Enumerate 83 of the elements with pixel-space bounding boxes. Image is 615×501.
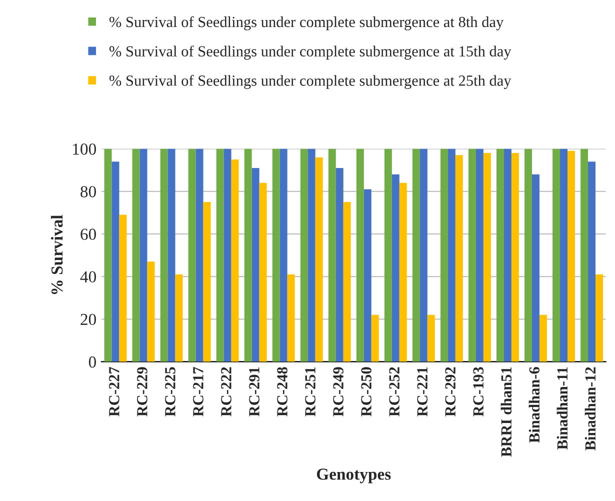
bar — [160, 148, 168, 362]
x-tick-label: Binadhan-11 — [556, 367, 568, 450]
x-tick-label: RC-193 — [473, 367, 484, 416]
y-tick-label: 40 — [80, 271, 96, 282]
bar — [343, 202, 351, 362]
bar — [392, 174, 400, 362]
bar — [567, 150, 575, 362]
bar — [300, 148, 308, 362]
bar — [112, 162, 120, 362]
bar — [476, 148, 484, 362]
bar — [399, 182, 407, 362]
bar — [244, 148, 252, 362]
bar — [455, 155, 463, 362]
bar — [552, 148, 560, 362]
bar — [560, 148, 568, 362]
y-tick-label: 60 — [80, 228, 96, 240]
x-tick-label: RC-251 — [305, 367, 316, 416]
x-tick-label: RC-292 — [445, 367, 456, 416]
bar — [371, 314, 379, 362]
bar — [328, 148, 336, 362]
bar — [468, 148, 476, 362]
bar — [364, 189, 372, 362]
y-tick-label: 80 — [80, 186, 96, 198]
bar — [280, 148, 288, 362]
bar — [259, 182, 267, 362]
legend-label: % Survival of Seedlings under complete submergence at 15th day — [109, 46, 512, 60]
y-tick-label: 100 — [73, 143, 96, 155]
bar — [203, 202, 211, 362]
x-tick-label: RC-227 — [109, 366, 120, 416]
x-tick-label: RC-217 — [193, 366, 204, 416]
y-axis-title: % Survival — [50, 215, 63, 294]
bar — [427, 314, 435, 362]
bar — [504, 148, 512, 362]
x-tick-label: RC-222 — [221, 367, 232, 416]
bar — [384, 148, 392, 362]
bar — [147, 262, 155, 362]
bar — [308, 148, 316, 362]
x-tick-label: RC-225 — [165, 367, 176, 416]
bar — [315, 157, 323, 362]
legend-label: % Survival of Seedlings under complete submergence at 8th day — [109, 16, 504, 30]
bar — [140, 148, 148, 362]
legend-label: % Survival of Seedlings under complete submergence at 25th day — [109, 74, 512, 89]
bar — [524, 148, 532, 362]
bar — [175, 274, 183, 362]
bar — [412, 148, 420, 362]
bar — [252, 168, 260, 362]
bar — [496, 148, 504, 362]
bar — [336, 168, 344, 362]
y-tick-label: 20 — [80, 314, 96, 326]
bar — [483, 153, 491, 362]
y-tick-label: 0 — [88, 356, 96, 368]
bar — [132, 148, 140, 362]
bar — [532, 174, 540, 362]
x-tick-label: RC-291 — [249, 367, 260, 416]
bar — [539, 314, 547, 362]
x-tick-label: RC-249 — [333, 367, 344, 416]
bar — [596, 274, 603, 362]
bar — [119, 214, 127, 362]
x-tick-label: Binadhan-12 — [584, 367, 596, 450]
x-axis-title: Genotypes — [316, 468, 391, 484]
x-tick-label: RC-252 — [389, 367, 400, 416]
x-tick-label: RC-229 — [137, 367, 148, 416]
bar — [356, 148, 364, 362]
bar — [440, 148, 448, 362]
bar — [196, 148, 204, 362]
bar — [216, 148, 224, 362]
bar — [448, 148, 456, 362]
bar — [231, 159, 239, 362]
x-tick-label: RC-221 — [417, 367, 428, 416]
x-tick-label: BRRI dhan51 — [500, 367, 512, 457]
bar — [588, 162, 596, 362]
x-tick-label: Binadhan-6 — [528, 367, 540, 443]
bar — [287, 274, 295, 362]
x-tick-label: RC-248 — [277, 367, 288, 416]
x-tick-label: RC-250 — [361, 367, 372, 416]
bar — [272, 148, 280, 362]
bar — [580, 148, 588, 362]
bar — [224, 148, 232, 362]
bar — [511, 153, 519, 362]
bar — [168, 148, 176, 362]
bar — [420, 148, 428, 362]
bar — [104, 148, 112, 362]
bar — [188, 148, 196, 362]
